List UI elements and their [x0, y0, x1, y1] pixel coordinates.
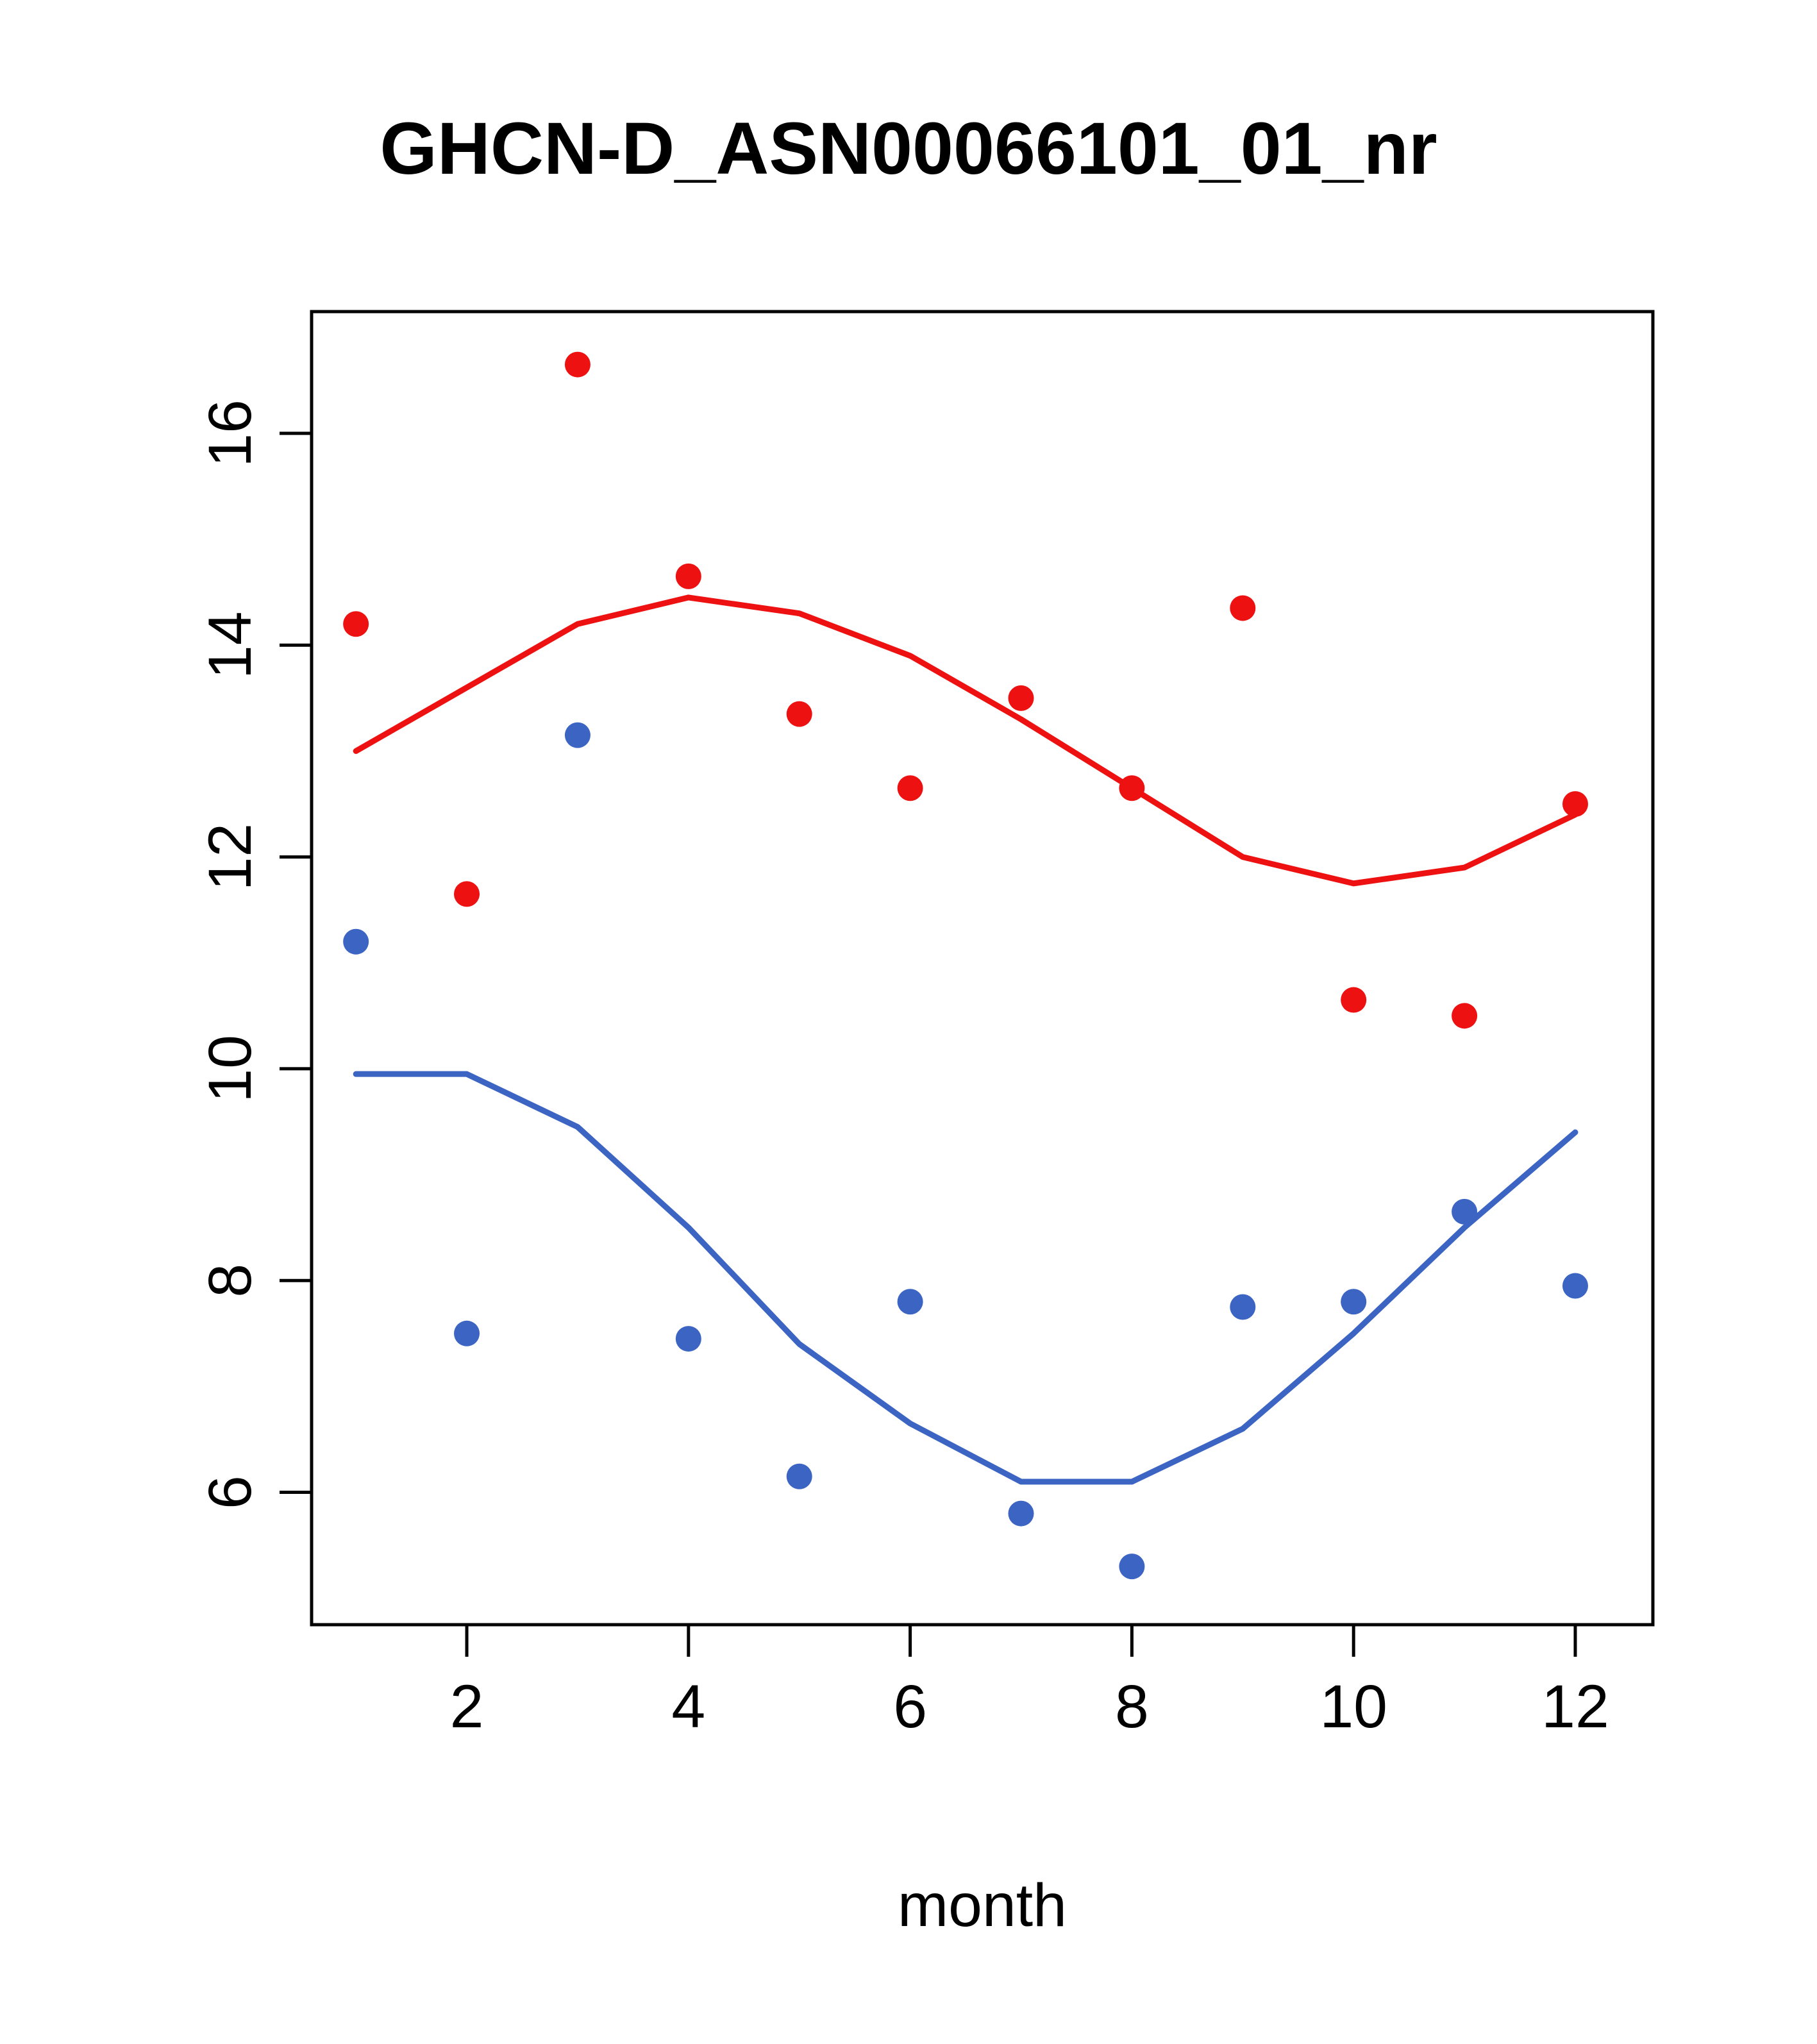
blue-points-marker	[564, 722, 590, 748]
x-tick-label: 8	[1115, 1673, 1149, 1741]
blue-points-marker	[675, 1326, 701, 1352]
blue-points-marker	[1562, 1273, 1588, 1299]
blue-points-marker	[897, 1289, 923, 1315]
x-tick-label: 10	[1319, 1673, 1387, 1741]
y-tick-label: 10	[196, 1035, 264, 1103]
y-tick-label: 8	[196, 1264, 264, 1298]
red-points-marker	[1119, 775, 1145, 801]
red-points-marker	[564, 351, 590, 378]
plot-border	[310, 310, 1655, 1627]
blue-points-marker	[786, 1463, 812, 1489]
y-tick-label: 16	[196, 399, 264, 467]
blue-points-marker	[1008, 1500, 1034, 1527]
x-tick-label: 2	[450, 1673, 484, 1741]
blue-points-marker	[1119, 1554, 1145, 1580]
y-tick-label: 6	[196, 1475, 264, 1509]
red-points-marker	[454, 881, 480, 907]
red-points-marker	[897, 775, 923, 801]
red-points-marker	[675, 563, 701, 589]
y-tick-label: 12	[196, 823, 264, 891]
blue-points-marker	[454, 1320, 480, 1346]
red-points-marker	[1562, 791, 1588, 817]
x-axis-label: month	[897, 1872, 1068, 1939]
x-tick-label: 12	[1541, 1673, 1609, 1741]
x-tick-label: 4	[671, 1673, 705, 1741]
red-smooth-line	[353, 594, 1578, 887]
red-points-marker	[1341, 987, 1367, 1013]
blue-points-marker	[1230, 1294, 1256, 1320]
red-points-marker	[1008, 685, 1034, 711]
red-points-marker	[1230, 595, 1256, 621]
red-points-marker	[343, 611, 369, 637]
blue-smooth-line	[353, 1071, 1578, 1485]
red-points-marker	[786, 701, 812, 727]
chart-title: GHCN-D_ASN00066101_01_nr	[380, 108, 1437, 190]
blue-points-marker	[1341, 1289, 1367, 1315]
x-tick-label: 6	[893, 1673, 927, 1741]
red-points-marker	[1452, 1003, 1478, 1029]
blue-points-marker	[343, 928, 369, 955]
y-tick-label: 14	[196, 611, 264, 679]
blue-points-marker	[1452, 1198, 1478, 1225]
